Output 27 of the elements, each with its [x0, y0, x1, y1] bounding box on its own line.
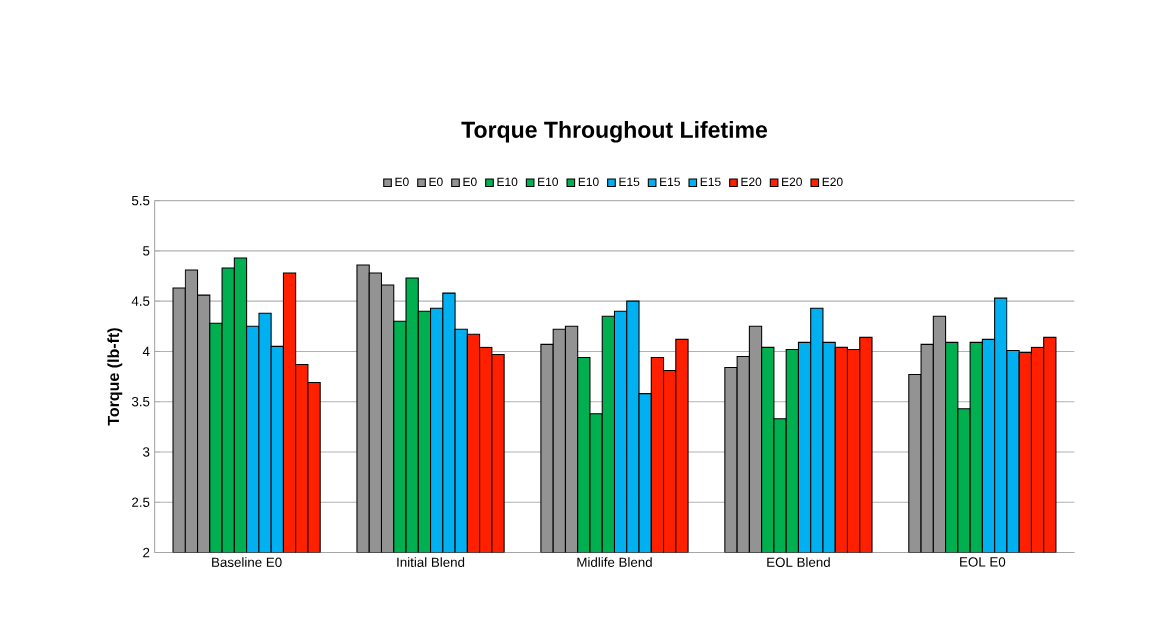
y-tick-label: 4.5 [131, 296, 150, 306]
y-tick-label: 4 [142, 346, 150, 357]
legend-label: E20 [782, 177, 802, 187]
y-axis-title: Torque (lb-ft) [107, 328, 123, 426]
legend-label: E15 [619, 177, 640, 187]
x-tick-label: Midlife Blend [577, 557, 652, 568]
y-tick-label: 3.5 [131, 397, 150, 407]
legend-label: E20 [741, 177, 762, 187]
legend-label: E0 [395, 177, 409, 187]
y-tick-label: 2.5 [132, 497, 150, 508]
legend-label: E10 [497, 177, 518, 187]
y-tick-label: 3 [143, 447, 150, 457]
legend-label: E15 [660, 177, 680, 187]
legend-label: E0 [463, 177, 477, 187]
x-tick-label: EOL Blend [767, 557, 830, 568]
y-tick-label: 2 [143, 547, 150, 558]
legend-label: E10 [538, 177, 559, 187]
y-tick-label: 5.5 [131, 196, 150, 206]
x-tick-label: Initial Blend [397, 557, 465, 568]
y-tick-label: 5 [143, 246, 150, 256]
chart-title: Torque Throughout Lifetime [461, 121, 768, 143]
legend-label: E0 [429, 177, 443, 187]
legend-label: E20 [822, 177, 843, 187]
x-tick-label: EOL E0 [960, 557, 1006, 567]
x-tick-label: Baseline E0 [212, 557, 282, 568]
legend-label: E10 [578, 177, 599, 187]
legend-label: E15 [700, 177, 721, 187]
